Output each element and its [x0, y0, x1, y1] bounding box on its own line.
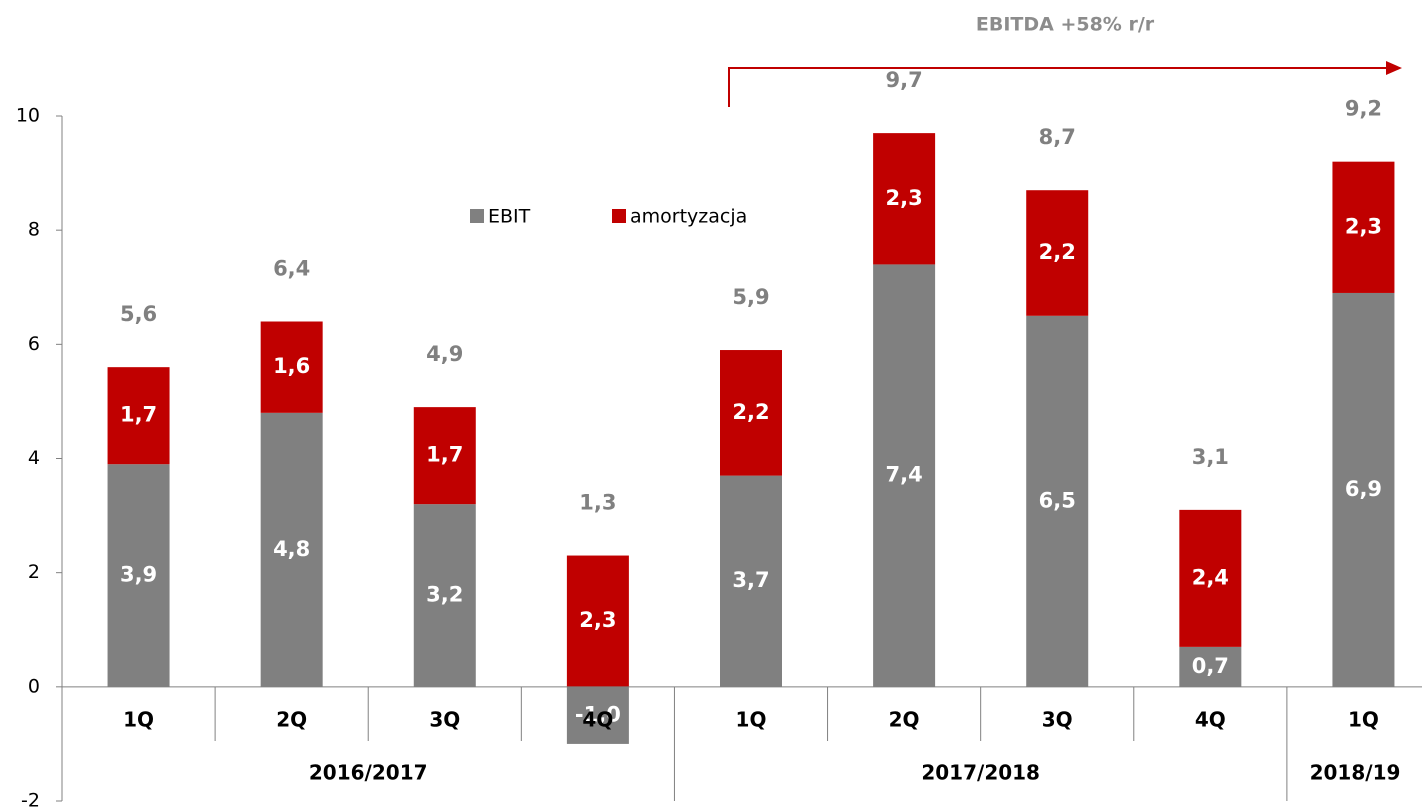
y-tick-label: 4	[28, 447, 40, 469]
legend-label: amortyzacja	[630, 206, 747, 228]
x-tick-label: 2Q	[276, 708, 307, 732]
legend-swatch	[470, 209, 484, 223]
x-tick-label: 4Q	[582, 708, 613, 732]
annotation-arrow	[728, 67, 1390, 107]
value-label: 2,3	[1345, 214, 1382, 238]
x-tick-label: 3Q	[1042, 708, 1073, 732]
total-label: 8,7	[1039, 125, 1076, 149]
bar-segment	[260, 321, 323, 413]
value-label: 1,7	[120, 403, 157, 427]
value-label: 7,4	[886, 463, 923, 487]
bar-segment	[1026, 190, 1089, 316]
x-tick-label: 4Q	[1195, 708, 1226, 732]
y-tick-label: -2	[21, 790, 40, 809]
total-label: 9,2	[1345, 97, 1382, 121]
annotation: EBITDA +58% r/r	[976, 14, 1155, 36]
value-label: 2,2	[732, 400, 769, 424]
group-label: 2016/2017	[309, 761, 428, 785]
value-label: 1,6	[273, 354, 310, 378]
x-tick-label: 1Q	[1348, 708, 1379, 732]
bar-segment	[566, 686, 629, 744]
bar-segment	[873, 133, 936, 265]
bar-segment	[873, 264, 936, 687]
value-label: 2,2	[1039, 240, 1076, 264]
value-label: 2,4	[1192, 565, 1229, 589]
value-label: 6,9	[1345, 477, 1382, 501]
value-label: 3,9	[120, 563, 157, 587]
value-label: 2,3	[886, 186, 923, 210]
bar-segment	[107, 464, 170, 687]
legend-swatch	[612, 209, 626, 223]
x-tick-label: 3Q	[429, 708, 460, 732]
total-label: 5,9	[732, 285, 769, 309]
bar-segment	[720, 475, 782, 687]
value-label: 4,8	[273, 537, 310, 561]
total-label: 6,4	[273, 257, 310, 281]
value-label: 1,7	[426, 443, 463, 467]
bar-segment	[260, 412, 323, 687]
bar-segment	[413, 407, 476, 505]
y-tick-label: 2	[28, 561, 40, 583]
bar-segment	[566, 555, 629, 687]
total-label: 4,9	[426, 342, 463, 366]
x-tick-label: 2Q	[889, 708, 920, 732]
total-label: 3,1	[1192, 445, 1229, 469]
x-tick-label: 1Q	[123, 708, 154, 732]
group-label: 2018/19	[1310, 761, 1401, 785]
value-label: 0,7	[1192, 654, 1229, 678]
value-label: 6,5	[1039, 488, 1076, 512]
total-label: 1,3	[579, 491, 616, 515]
bar-segment	[1332, 292, 1395, 687]
total-label: 9,7	[886, 68, 923, 92]
bar-segment	[1179, 646, 1242, 687]
value-label: -1,0	[575, 702, 621, 726]
value-label: 2,3	[579, 608, 616, 632]
x-tick-label: 1Q	[736, 708, 767, 732]
bar-segment	[107, 367, 170, 465]
value-label: 3,7	[732, 568, 769, 592]
bar-segment	[413, 504, 476, 687]
bar-segment	[1332, 161, 1395, 293]
y-tick-label: 8	[28, 219, 40, 241]
arrow-head	[1386, 61, 1402, 75]
bar-segment	[1026, 315, 1089, 687]
y-tick-label: 0	[28, 675, 40, 697]
y-tick-label: 10	[16, 105, 40, 127]
total-label: 5,6	[120, 302, 157, 326]
legend-label: EBIT	[488, 206, 531, 228]
y-tick-label: 6	[28, 333, 40, 355]
bar-segment	[720, 350, 782, 476]
value-label: 3,2	[426, 583, 463, 607]
bar-segment	[1179, 509, 1242, 647]
group-label: 2017/2018	[921, 761, 1040, 785]
